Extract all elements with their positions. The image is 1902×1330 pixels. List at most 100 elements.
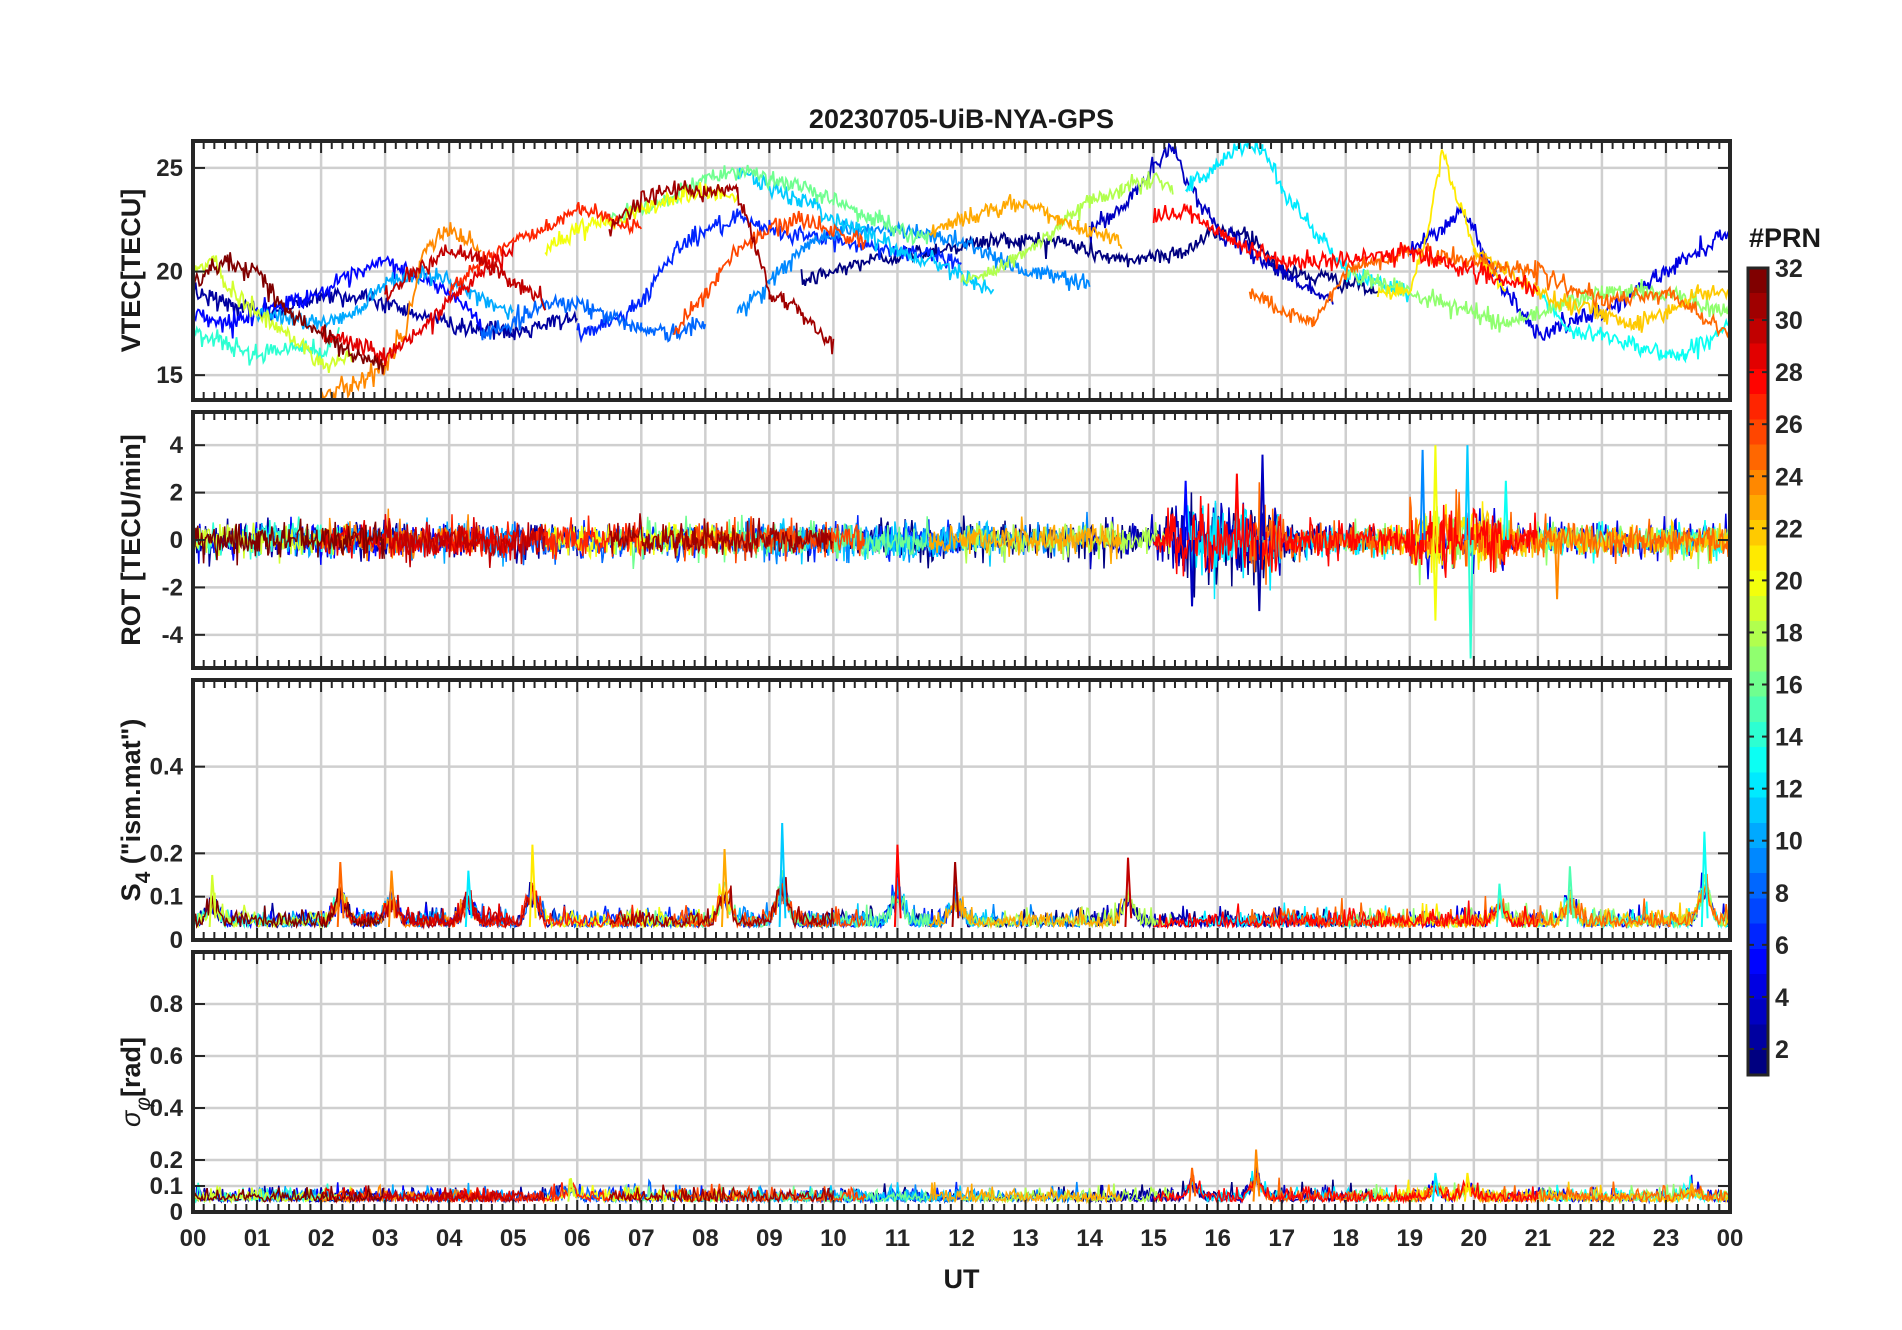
x-ticks [192,680,1731,940]
colorbar-tick-label: 4 [1775,984,1789,1012]
rot-spike [1464,445,1471,541]
vtec-series-prn-31 [608,180,835,355]
x-tick-label: 20 [1460,1225,1487,1252]
chart-title: 20230705-UiB-NYA-GPS [809,104,1114,134]
rot-spike [1233,473,1240,541]
x-axis: 00 01 02 03 04 05 06 07 08 09 10 11 12 13 14 15 16 17 18 19… [180,1225,1744,1252]
sigphi-series-prn-23 [928,1182,1123,1205]
vtec-series-prn-8 [480,293,707,343]
x-tick-label: 14 [1076,1225,1103,1252]
x-tick-label: 08 [692,1225,719,1252]
x-ticks [192,412,1731,668]
vtec-series-prn-24 [320,222,482,400]
x-tick-label: 21 [1525,1225,1552,1252]
rot-spike [1256,539,1263,612]
s4-series-prn-23 [928,891,1123,930]
colorbar-tick-label: 12 [1775,776,1803,804]
rot-series-prn-18 [960,521,1173,564]
x-tick-label: 05 [500,1225,527,1252]
y-axis-label-s4: S4 ("ism.mat") [116,719,155,902]
rot-series-prn-30 [384,520,546,568]
colorbar-tick-label: 14 [1775,724,1803,752]
y-tick-label: 0 [170,927,183,954]
y-axis-label-main: σ [116,1109,146,1127]
colorbar-title: #PRN [1749,223,1821,253]
y-tick-label: 4 [170,432,184,459]
sigphi-burst [1463,1172,1472,1202]
x-tick-label: 13 [1012,1225,1039,1252]
s4-burst [893,844,902,928]
sigphi-series-prn-28 [1152,1172,1539,1205]
y-axis-label-rest: ("ism.mat") [116,719,146,872]
y-tick-label: 0.1 [150,1173,183,1200]
vtec-series-prn-21 [1376,149,1507,300]
x-tick-label: 12 [948,1225,975,1252]
rot-series-prn-31 [608,513,834,559]
y-tick-label: 0.2 [150,1147,183,1174]
s4-series-prn-28 [1153,900,1539,930]
vtec-series-prn-30 [384,244,546,311]
x-tick-label: 18 [1332,1225,1359,1252]
s4-burst [1700,831,1709,928]
x-tick-label: 22 [1589,1225,1616,1252]
x-tick-label: 23 [1653,1225,1680,1252]
s4-series-prn-30 [384,884,546,930]
panel-sigphi: 00.10.2 0.4 0.6 0.8 σφ[rad] [116,950,1732,1226]
colorbar-tick-label: 6 [1775,932,1789,960]
vtec-series-prn-26 [673,210,867,335]
rot-series-prn-28 [1152,495,1538,578]
panel-s4: 00.10.20.4S4 ("ism.mat") [116,678,1732,954]
y-tick-label: 0.6 [150,1043,183,1070]
rot-spike [1189,539,1195,607]
x-tick-label: 00 [180,1225,207,1252]
rot-spike [1467,539,1474,659]
y-tick-label: 0 [170,527,183,554]
rot-series-prn-27 [448,514,643,560]
y-tick-label: 25 [156,155,183,182]
vtec-series-prn-12 [1184,141,1411,303]
s4-burst [1566,866,1575,928]
grid [191,680,1732,942]
series-group [193,822,1730,930]
y-tick-label: 0.8 [150,991,183,1018]
colorbar-tick-label: 16 [1775,672,1803,700]
colorbar-tick-label: 18 [1775,619,1803,647]
colorbar-tick-label: 32 [1775,255,1803,283]
y-tick-label: 0.2 [150,840,183,867]
x-axis-label: UT [944,1264,980,1294]
y-tick-label: 0.1 [150,884,183,911]
s4-burst [336,861,345,928]
s4-series-prn-31 [609,876,835,930]
series-group [193,141,1730,400]
sigphi-series-prn-32 [193,1185,385,1204]
rot-series-prn-32 [193,518,385,566]
sigphi-burst [1688,1183,1696,1202]
x-tick-label: 17 [1268,1225,1295,1252]
y-tick-label: 15 [156,362,183,389]
s4-burst [720,848,729,928]
x-tick-label: 16 [1204,1225,1231,1252]
x-tick-label: 03 [372,1225,399,1252]
x-tick-label: 04 [436,1225,463,1252]
x-tick-label: 07 [628,1225,655,1252]
vtec-series-prn-18 [960,171,1174,285]
y-axis-label-main: S [116,883,146,901]
sigphi-series-prn-16 [608,1183,931,1205]
sigphi-series-prn-30 [384,1187,546,1204]
rot-spike [1419,449,1426,541]
sigphi-burst [567,1178,576,1202]
sigphi-burst [1188,1167,1197,1202]
x-tick-label: 00 [1717,1225,1744,1252]
y-axis-label-vtec: VTEC[TECU] [116,189,146,353]
colorbar-tick-label: 26 [1775,411,1803,439]
panel-rot: -4 -2 0 2 4 ROT [TECU/min] [116,410,1732,670]
x-tick-label: 09 [756,1225,783,1252]
x-tick-label: 15 [1140,1225,1167,1252]
x-tick-label: 06 [564,1225,591,1252]
vtec-series-prn-25 [1248,242,1730,339]
s4-burst [528,844,537,928]
colorbar-tick-label: 24 [1775,463,1803,491]
s4-series-prn-32 [193,885,385,929]
